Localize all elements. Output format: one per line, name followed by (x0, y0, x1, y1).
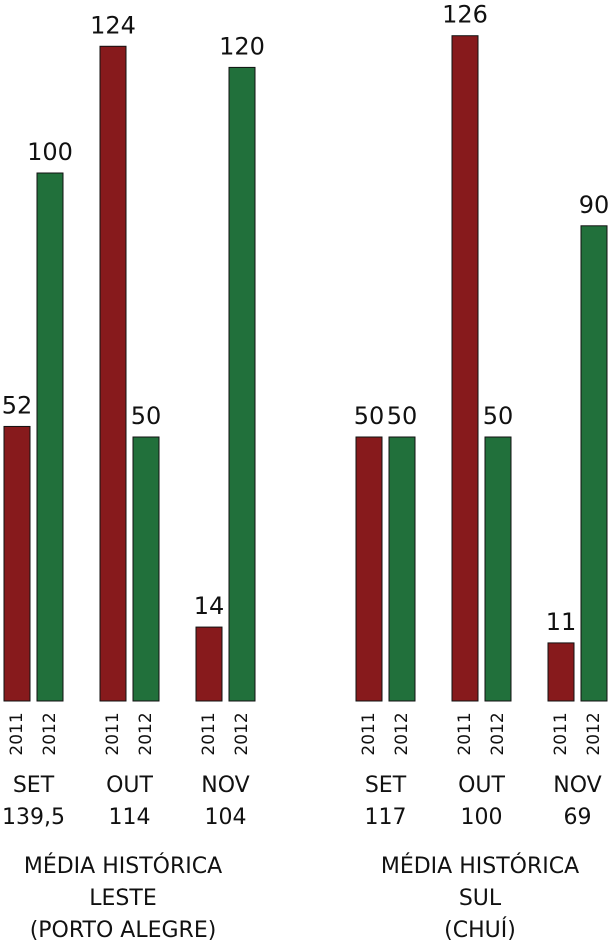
bar (195, 626, 223, 702)
average-label: 139,5 (2, 805, 65, 830)
average-label: 117 (365, 805, 407, 830)
category-label: SET (365, 773, 407, 798)
category-label: NOV (553, 773, 601, 798)
bar (451, 35, 479, 702)
category-label: SET (13, 773, 55, 798)
category-label: NOV (201, 773, 249, 798)
series-label: 2012 (584, 712, 604, 755)
series-label: 2011 (455, 712, 475, 755)
value-label: 50 (131, 402, 162, 430)
bar (99, 45, 127, 702)
category-label: OUT (106, 773, 153, 798)
footer-label: MÉDIA HISTÓRICA (381, 853, 579, 879)
series-label: 2012 (232, 712, 252, 755)
footer-label: (PORTO ALEGRE) (30, 918, 217, 943)
series-label: 2011 (103, 712, 123, 755)
value-label: 52 (2, 391, 33, 419)
value-label: 90 (579, 191, 610, 219)
series-label: 2011 (7, 712, 27, 755)
average-label: 114 (109, 805, 151, 830)
bar (3, 425, 31, 702)
value-label: 124 (90, 11, 136, 39)
value-label: 50 (483, 402, 514, 430)
series-label: 2011 (551, 712, 571, 755)
value-label: 100 (27, 138, 73, 166)
series-label: 2012 (40, 712, 60, 755)
average-label: 104 (205, 805, 247, 830)
footer-label: LESTE (89, 886, 156, 911)
series-label: 2011 (359, 712, 379, 755)
average-label: 100 (461, 805, 503, 830)
bar (580, 225, 608, 702)
value-label: 50 (354, 402, 385, 430)
value-label: 11 (546, 608, 577, 636)
bar (484, 436, 512, 702)
series-label: 2012 (392, 712, 412, 755)
footer-label: (CHUÍ) (444, 917, 516, 943)
bar (355, 436, 383, 702)
category-label: OUT (458, 773, 505, 798)
average-label: 69 (564, 805, 592, 830)
series-label: 2012 (136, 712, 156, 755)
value-label: 120 (219, 32, 265, 60)
series-label: 2011 (199, 712, 219, 755)
bar (36, 172, 64, 702)
footer-label: MÉDIA HISTÓRICA (24, 853, 222, 879)
value-label: 50 (387, 402, 418, 430)
bar (132, 436, 160, 702)
bar (228, 66, 256, 702)
value-label: 126 (442, 1, 488, 29)
footer-label: SUL (459, 886, 502, 911)
series-label: 2012 (488, 712, 508, 755)
bar (547, 642, 575, 702)
value-label: 14 (194, 592, 225, 620)
bar (388, 436, 416, 702)
